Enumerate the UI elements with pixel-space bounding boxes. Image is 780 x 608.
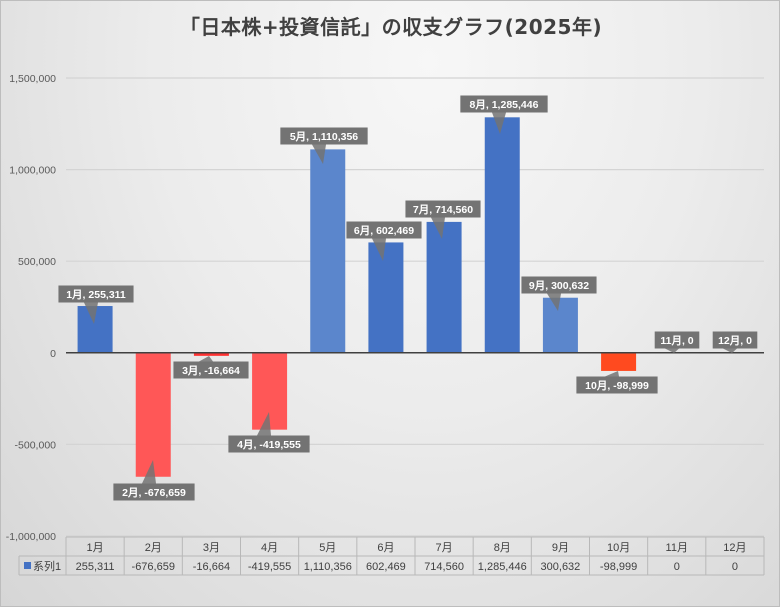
data-label-callout: 10月, -98,999 <box>576 371 658 394</box>
chart-title: 「日本株+投資信託」の収支グラフ(2025年) <box>179 15 603 39</box>
callout-box <box>228 435 310 453</box>
gridlines <box>66 77 764 537</box>
data-label-callout: 1月, 255,311 <box>58 285 134 324</box>
callout-pointer <box>199 356 213 362</box>
callout-pointer <box>605 371 619 377</box>
data-label: 3月, -16,664 <box>182 365 240 377</box>
callout-box <box>173 361 249 379</box>
y-tick-label: -1,000,000 <box>6 531 56 543</box>
callout-box <box>58 285 134 303</box>
bar <box>368 242 404 353</box>
table-value-cell: 0 <box>674 561 680 573</box>
table-value-cell: 0 <box>732 561 738 573</box>
table-header-cell: 1月 <box>87 542 104 554</box>
data-label: 1月, 255,311 <box>66 289 126 301</box>
table-header-cell: 4月 <box>261 542 278 554</box>
legend-key <box>24 562 31 569</box>
data-label: 2月, -676,659 <box>122 487 186 499</box>
table-header-cell: 12月 <box>723 542 746 554</box>
y-tick-label: 500,000 <box>18 256 56 268</box>
table-header-cell: 10月 <box>607 542 630 554</box>
table-value-cell: 300,632 <box>541 561 581 573</box>
table-header-cell: 8月 <box>494 542 511 554</box>
table-value-cell: -676,659 <box>132 561 175 573</box>
callout-box <box>460 95 548 113</box>
data-label: 11月, 0 <box>660 335 693 347</box>
y-tick-label: -500,000 <box>15 439 57 451</box>
callout-pointer <box>84 302 98 324</box>
callout-box <box>654 331 700 349</box>
data-label-callout: 8月, 1,285,446 <box>460 95 548 134</box>
callout-pointer <box>142 460 156 484</box>
data-label-callout: 4月, -419,555 <box>228 412 310 453</box>
data-table: 1月 255,311 2月 -676,659 3月 -16,664 4月 -419,555 5月… <box>18 536 765 576</box>
data-label-callout: 12月, 0 <box>712 331 758 353</box>
callout-pointer <box>312 144 326 164</box>
bar <box>426 221 462 353</box>
callout-box <box>576 376 658 394</box>
y-tick-label: 1,000,000 <box>9 165 56 177</box>
callout-pointer <box>372 238 386 261</box>
callout-pointer <box>431 217 445 239</box>
callout-box <box>405 200 481 218</box>
bar <box>135 352 171 477</box>
callout-pointer <box>723 348 737 353</box>
bar <box>310 149 346 353</box>
callout-pointer <box>547 293 561 311</box>
data-label: 4月, -419,555 <box>237 439 301 451</box>
table-value-cell: 602,469 <box>366 561 406 573</box>
table-value-cell: 1,110,356 <box>304 561 352 573</box>
legend-label: 系列1 <box>33 559 61 573</box>
bar <box>252 352 288 430</box>
callout-pointer <box>492 112 506 134</box>
data-label-callout: 9月, 300,632 <box>521 276 597 311</box>
bar <box>193 352 229 356</box>
table-header-cell: 2月 <box>145 542 162 554</box>
callout-box <box>712 331 758 349</box>
data-label-callout: 11月, 0 <box>654 331 700 353</box>
table-value-cell: 714,560 <box>424 561 464 573</box>
data-label-callout: 3月, -16,664 <box>173 356 249 379</box>
y-axis-ticks: 1,500,000 1,000,000 500,000 0 -500,000 -1,000… <box>6 73 56 543</box>
data-label: 7月, 714,560 <box>413 204 473 216</box>
bar <box>601 352 637 371</box>
table-header-cell: 11月 <box>666 542 688 554</box>
data-label-callout: 2月, -676,659 <box>113 460 195 501</box>
callout-box <box>521 276 597 294</box>
data-label: 10月, -98,999 <box>585 380 649 392</box>
table-header-cell: 6月 <box>377 542 394 554</box>
table-value-cell: 255,311 <box>76 561 115 573</box>
data-label: 12月, 0 <box>718 335 752 347</box>
table-header-cell: 3月 <box>203 542 220 554</box>
data-label-callout: 6月, 602,469 <box>346 221 422 261</box>
y-tick-label: 0 <box>50 348 56 360</box>
table-value-cell: 1,285,446 <box>478 561 527 573</box>
callout-box <box>113 483 195 501</box>
data-labels: 1月, 255,311 2月, -676,659 3月, -16,664 4月, -4… <box>58 95 758 501</box>
callout-box <box>346 221 422 239</box>
table-value-cell: -419,555 <box>248 561 291 573</box>
table-header-cell: 9月 <box>552 542 569 554</box>
callout-box <box>280 127 368 145</box>
data-label-callout: 7月, 714,560 <box>405 200 481 239</box>
table-header-cell: 7月 <box>436 542 453 554</box>
data-label: 9月, 300,632 <box>529 280 589 292</box>
bars <box>77 117 637 477</box>
data-label: 8月, 1,285,446 <box>470 99 539 111</box>
table-value-cell: -16,664 <box>193 561 230 573</box>
callout-pointer <box>665 348 679 353</box>
callout-pointer <box>257 412 271 436</box>
data-label: 6月, 602,469 <box>354 225 414 237</box>
table-value-cell: -98,999 <box>600 561 637 573</box>
table-header-cell: 5月 <box>319 542 336 554</box>
y-tick-label: 1,500,000 <box>9 73 56 85</box>
data-label-callout: 5月, 1,110,356 <box>280 127 368 164</box>
bar <box>542 297 578 353</box>
bar <box>484 117 520 353</box>
data-label: 5月, 1,110,356 <box>290 131 358 143</box>
